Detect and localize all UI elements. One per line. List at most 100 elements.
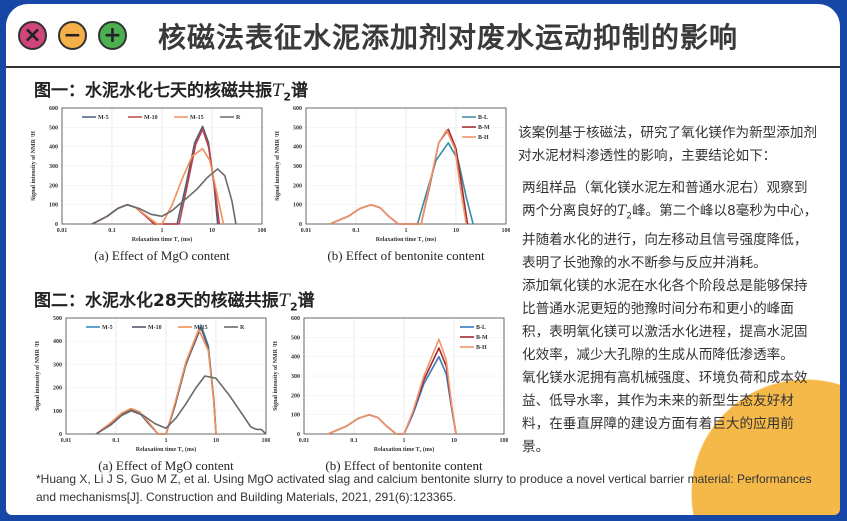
close-icon[interactable]: × [18, 21, 47, 50]
y-axis-label: Signal intensity of NMR ¹H [35, 341, 41, 411]
y-tick-label: 600 [293, 106, 302, 112]
x-tick-label: 0.1 [112, 438, 120, 444]
t-subscript: 2 [626, 211, 632, 222]
y-tick-label: 500 [291, 335, 300, 341]
series-line-B-H [329, 129, 467, 225]
conclusion-2: 添加氧化镁的水泥在水化各个阶段总是能够保持比普通水泥更短的弛豫时间分布和更小的峰… [522, 277, 808, 363]
t-subscript: 2 [290, 300, 298, 314]
y-tick-label: 0 [59, 432, 62, 438]
y-tick-label: 600 [49, 106, 58, 112]
chart-7day-bentonite: 0.01 0.1 1 10 100 0 100 200 300 400 500 600 B-L B-M B-… [275, 106, 511, 263]
x-axis-label: Relaxation time T₂ (ms) [136, 446, 197, 453]
section-title-1: 图一：水泥水化七天的核磁共振T2谱 [34, 76, 308, 103]
legend-label: M-10 [148, 325, 162, 331]
x-tick-label: 10 [451, 438, 457, 444]
intro-paragraph: 该案例基于核磁法，研究了氧化镁作为新型添加剂对水泥材料渗透性的影响，主要结论如下… [518, 125, 818, 164]
chart-caption: (b) Effect of bentonite content [325, 458, 483, 473]
conclusions: 两组样品（氧化镁水泥左和普通水泥右）观察到两个分离良好的T2峰。第二个峰以8毫秒… [522, 177, 820, 459]
section-title-text: 图二：水泥水化28天的核磁共振 [34, 291, 279, 311]
chart-caption: (a) Effect of MgO content [94, 248, 230, 263]
window: × − + 核磁法表征水泥添加剂对废水运动抑制的影响 图一：水泥水化七天的核磁共… [6, 4, 840, 515]
y-tick-label: 500 [49, 125, 58, 131]
header: × − + 核磁法表征水泥添加剂对废水运动抑制的影响 [6, 4, 840, 68]
y-tick-label: 600 [291, 316, 300, 322]
legend-label: B-M [478, 125, 490, 131]
p1-text: 两组样品（氧化镁水泥左和普通水泥右）观察到两个分离良好的 [522, 180, 808, 219]
conclusion-3: 氧化镁水泥拥有高机械强度、环境负荷和成本效益、低导水率，其作为未来的新型生态友好… [522, 369, 808, 455]
x-tick-label: 10 [209, 228, 215, 234]
legend-label: M-15 [194, 325, 208, 331]
x-tick-label: 10 [213, 438, 219, 444]
y-tick-label: 300 [53, 362, 62, 368]
y-tick-label: 400 [293, 145, 302, 151]
y-tick-label: 300 [291, 374, 300, 380]
y-tick-label: 100 [293, 203, 302, 209]
chart-28day-bentonite: 0.01 0.1 1 10 100 0 100 200 300 400 500 600 B-L B-M B-… [273, 316, 508, 473]
y-tick-label: 400 [49, 145, 58, 151]
conclusion-1: 两组样品（氧化镁水泥左和普通水泥右）观察到两个分离良好的T2峰。第二个峰以8毫秒… [522, 177, 820, 275]
series-line-B-L [329, 142, 474, 225]
y-tick-label: 100 [53, 409, 62, 415]
reference-citation: *Huang X, Li J S, Guo M Z, et al. Using … [36, 472, 812, 504]
y-tick-label: 100 [291, 413, 300, 419]
y-tick-label: 200 [53, 386, 62, 392]
x-tick-label: 1 [165, 438, 168, 444]
legend-label: B-L [476, 325, 486, 331]
series-line-R [95, 375, 267, 435]
x-tick-label: 0.1 [108, 228, 116, 234]
section-title-2: 图二：水泥水化28天的核磁共振T2谱 [34, 286, 315, 313]
x-tick-label: 0.01 [299, 438, 310, 444]
chart-caption: (a) Effect of MgO content [98, 458, 234, 473]
t-symbol: T [278, 291, 291, 311]
chart-caption: (b) Effect of bentonite content [327, 248, 485, 263]
t-symbol: T [617, 203, 627, 219]
legend-label: M-10 [144, 115, 158, 121]
legend-label: B-M [476, 335, 488, 341]
legend-label: M-5 [102, 325, 113, 331]
y-axis-label: Signal intensity of NMR ¹H [273, 341, 279, 411]
t-subscript: 2 [283, 90, 291, 104]
minimize-icon[interactable]: − [58, 21, 87, 50]
legend-label: B-H [478, 135, 489, 141]
series-line-M-5 [91, 125, 219, 225]
x-axis-label: Relaxation time T₂ (ms) [374, 446, 435, 453]
y-tick-label: 400 [53, 339, 62, 345]
section-title-text: 图一：水泥水化七天的核磁共振 [34, 81, 272, 101]
x-tick-label: 0.1 [352, 228, 360, 234]
y-tick-label: 400 [291, 355, 300, 361]
series-line-M-10 [91, 128, 221, 225]
series-line-B-H [327, 338, 457, 435]
y-tick-label: 500 [53, 316, 62, 322]
chart-7day-mgo: 0.01 0.1 1 10 100 0 100 200 300 400 500 600 M-5 M-10 M… [31, 106, 267, 263]
x-axis-label: Relaxation time T₂ (ms) [376, 236, 437, 243]
x-tick-label: 1 [161, 228, 164, 234]
y-axis-label: Signal intensity of NMR ¹H [275, 131, 281, 201]
x-tick-label: 0.01 [61, 438, 72, 444]
legend-label: M-5 [98, 115, 109, 121]
x-tick-label: 1 [403, 438, 406, 444]
legend-label: B-L [478, 115, 488, 121]
page-title: 核磁法表征水泥添加剂对废水运动抑制的影响 [158, 21, 739, 54]
y-tick-label: 0 [299, 222, 302, 228]
y-tick-label: 0 [297, 432, 300, 438]
x-tick-label: 1 [405, 228, 408, 234]
y-tick-label: 200 [293, 183, 302, 189]
series-line-R [91, 168, 237, 225]
section-suffix: 谱 [291, 81, 308, 101]
x-tick-label: 100 [258, 228, 267, 234]
series-line-M-10 [95, 326, 217, 435]
maximize-icon[interactable]: + [98, 21, 127, 50]
legend-label: R [240, 325, 245, 331]
x-tick-label: 100 [502, 228, 511, 234]
intro-text: 该案例基于核磁法，研究了氧化镁作为新型添加剂对水泥材料渗透性的影响，主要结论如下… [518, 122, 818, 168]
y-tick-label: 500 [293, 125, 302, 131]
legend-label: B-H [476, 345, 487, 351]
y-tick-label: 300 [49, 164, 58, 170]
y-tick-label: 0 [55, 222, 58, 228]
x-tick-label: 0.01 [57, 228, 68, 234]
y-tick-label: 200 [49, 183, 58, 189]
x-tick-label: 0.01 [301, 228, 312, 234]
t-symbol: T [272, 81, 284, 101]
series-line-M-15 [95, 328, 217, 435]
y-axis-label: Signal intensity of NMR ¹H [31, 131, 37, 201]
